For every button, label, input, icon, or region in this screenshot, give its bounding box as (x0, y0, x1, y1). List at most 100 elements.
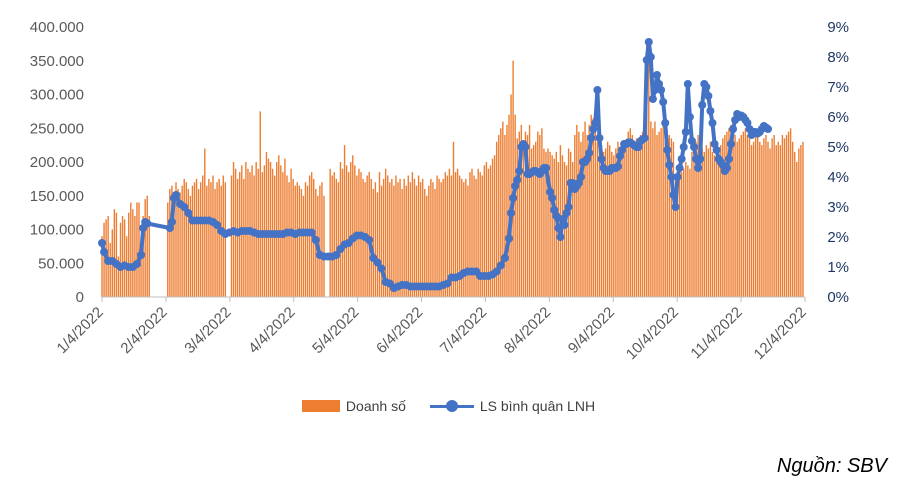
bar-142 (417, 175, 420, 297)
line-point-99 (507, 209, 516, 217)
line-point-98 (505, 234, 513, 243)
bar-265 (670, 138, 673, 297)
line-point-121 (554, 224, 563, 232)
y-left-tick-label: 150.000 (30, 188, 84, 205)
line-point-165 (644, 38, 653, 46)
bar-192 (520, 124, 523, 297)
line-point-152 (618, 146, 627, 154)
y-left-tick-label: 250.000 (30, 120, 84, 137)
line-point-125 (562, 209, 571, 217)
bar-292 (726, 131, 728, 297)
bar-29 (177, 189, 179, 297)
bar-154 (442, 178, 444, 297)
line-point-117 (546, 188, 555, 196)
bar-213 (563, 162, 566, 297)
line-point-198 (712, 146, 721, 154)
bar-317 (777, 141, 779, 297)
bar-270 (680, 172, 683, 297)
bar-291 (724, 135, 726, 297)
bar-156 (446, 175, 449, 297)
bar-175 (485, 162, 488, 297)
y-right-tick-label: 9% (827, 19, 849, 36)
bar-238 (615, 148, 617, 297)
line-point-179 (673, 173, 682, 181)
bar-274 (689, 168, 691, 297)
bar-122 (376, 192, 379, 297)
bar-176 (487, 168, 490, 297)
bar-75 (276, 162, 278, 297)
bar-16 (134, 216, 136, 297)
bar-27 (173, 195, 175, 297)
line-point-118 (548, 194, 557, 202)
bar-286 (713, 155, 716, 297)
line-point-170 (655, 80, 664, 88)
line-series (98, 38, 772, 292)
line-point-103 (515, 167, 524, 175)
bar-220 (578, 131, 580, 297)
bar-86 (298, 185, 301, 297)
line-point-206 (729, 125, 738, 133)
line-point-183 (681, 128, 690, 136)
bar-174 (483, 165, 486, 297)
bar-285 (711, 151, 714, 297)
bar-250 (639, 135, 642, 297)
bar-218 (574, 135, 576, 297)
bar-256 (652, 128, 654, 297)
line-point-177 (669, 191, 678, 199)
bar-19 (140, 249, 142, 297)
x-tick-label: 10/4/2022 (623, 304, 682, 363)
bar-165 (465, 178, 467, 297)
line-point-178 (671, 203, 680, 211)
line-point-13 (143, 219, 152, 228)
bar-227 (592, 118, 594, 297)
bar-170 (475, 178, 477, 297)
bar-24 (167, 202, 169, 297)
line-point-101 (511, 182, 520, 190)
bar-258 (656, 135, 658, 297)
bar-121 (374, 182, 377, 297)
bar-36 (191, 185, 194, 297)
bar-240 (619, 151, 621, 297)
bar-135 (403, 178, 405, 297)
bar-130 (393, 185, 395, 297)
bar-199 (535, 141, 537, 297)
bar-53 (230, 175, 233, 297)
bar-237 (613, 155, 615, 297)
y-left-tick-label: 350.000 (30, 53, 84, 70)
bar-10 (121, 216, 124, 297)
bar-271 (683, 168, 685, 297)
bar-279 (699, 141, 701, 297)
bar-266 (672, 141, 675, 297)
bar-147 (428, 185, 430, 297)
bar-89 (304, 182, 307, 297)
bar-189 (514, 114, 516, 297)
bar-81 (288, 182, 290, 297)
legend: Doanh số LS bình quân LNH (0, 398, 897, 414)
line-point-56 (332, 251, 341, 259)
line-point-126 (564, 203, 573, 211)
bar-287 (715, 162, 718, 297)
bar-39 (197, 189, 200, 297)
bar-301 (744, 128, 747, 297)
bar-59 (243, 178, 245, 297)
bar-226 (590, 114, 592, 297)
bar-6 (113, 209, 116, 297)
line-point-194 (704, 92, 713, 100)
bar-134 (401, 189, 403, 297)
y-right-tick-label: 1% (827, 259, 849, 276)
line-point-223 (764, 125, 772, 133)
bar-161 (456, 168, 459, 297)
bar-247 (633, 141, 636, 297)
bar-319 (781, 135, 784, 297)
line-point-100 (509, 194, 518, 202)
line-point-95 (492, 267, 501, 276)
bar-314 (771, 138, 773, 297)
y-left-tick-label: 200.000 (30, 154, 84, 171)
bar-87 (300, 189, 303, 297)
bar-262 (664, 131, 666, 297)
bar-304 (750, 145, 753, 297)
line-point-138 (589, 125, 598, 133)
y-left-tick-label: 50.000 (38, 255, 84, 272)
bar-76 (278, 155, 280, 297)
bar-215 (567, 148, 570, 297)
